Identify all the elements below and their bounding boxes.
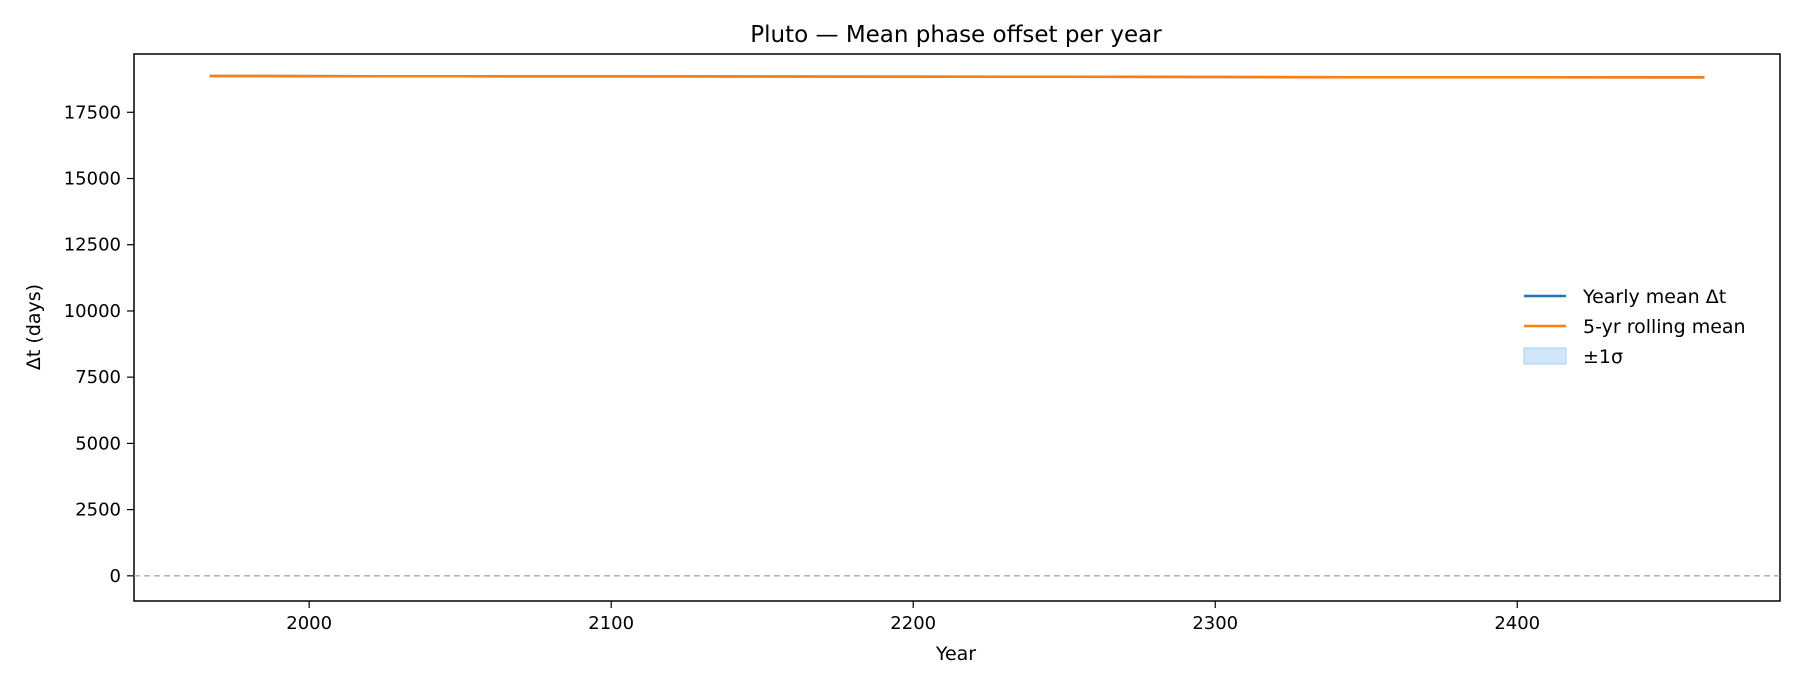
series-layer: [209, 74, 1705, 79]
y-tick-label: 0: [110, 566, 121, 587]
y-tick-label: 7500: [75, 367, 121, 388]
legend-swatch-sigma-band: [1523, 347, 1567, 365]
x-axis: 2000 2100 2200 2300 2400: [286, 601, 1540, 634]
x-tick-label: 2000: [286, 613, 332, 634]
y-axis: 0 2500 5000 7500 10000 12500 15000 17500: [64, 102, 134, 587]
legend-label-rolling-mean: 5-yr rolling mean: [1583, 316, 1746, 338]
y-tick-label: 10000: [64, 301, 121, 322]
plot-area-frame: [133, 53, 1781, 602]
x-axis-label: Year: [935, 643, 976, 665]
y-tick-label: 5000: [75, 433, 121, 454]
x-tick-label: 2400: [1494, 613, 1540, 634]
y-tick-label: 15000: [64, 168, 121, 189]
y-tick-label: 2500: [75, 500, 121, 521]
series-line-rolling-mean: [209, 74, 1705, 79]
x-tick-label: 2200: [890, 613, 936, 634]
legend-label-sigma-band: ±1σ: [1583, 346, 1623, 368]
chart-title: Pluto — Mean phase offset per year: [750, 22, 1162, 48]
legend-label-yearly-mean: Yearly mean Δt: [1582, 286, 1726, 308]
legend: Yearly mean Δt 5-yr rolling mean ±1σ: [1523, 286, 1746, 368]
x-tick-label: 2300: [1192, 613, 1238, 634]
y-tick-label: 12500: [64, 235, 121, 256]
x-tick-label: 2100: [588, 613, 634, 634]
y-axis-label: Δt (days): [23, 284, 45, 370]
y-tick-label: 17500: [64, 102, 121, 123]
